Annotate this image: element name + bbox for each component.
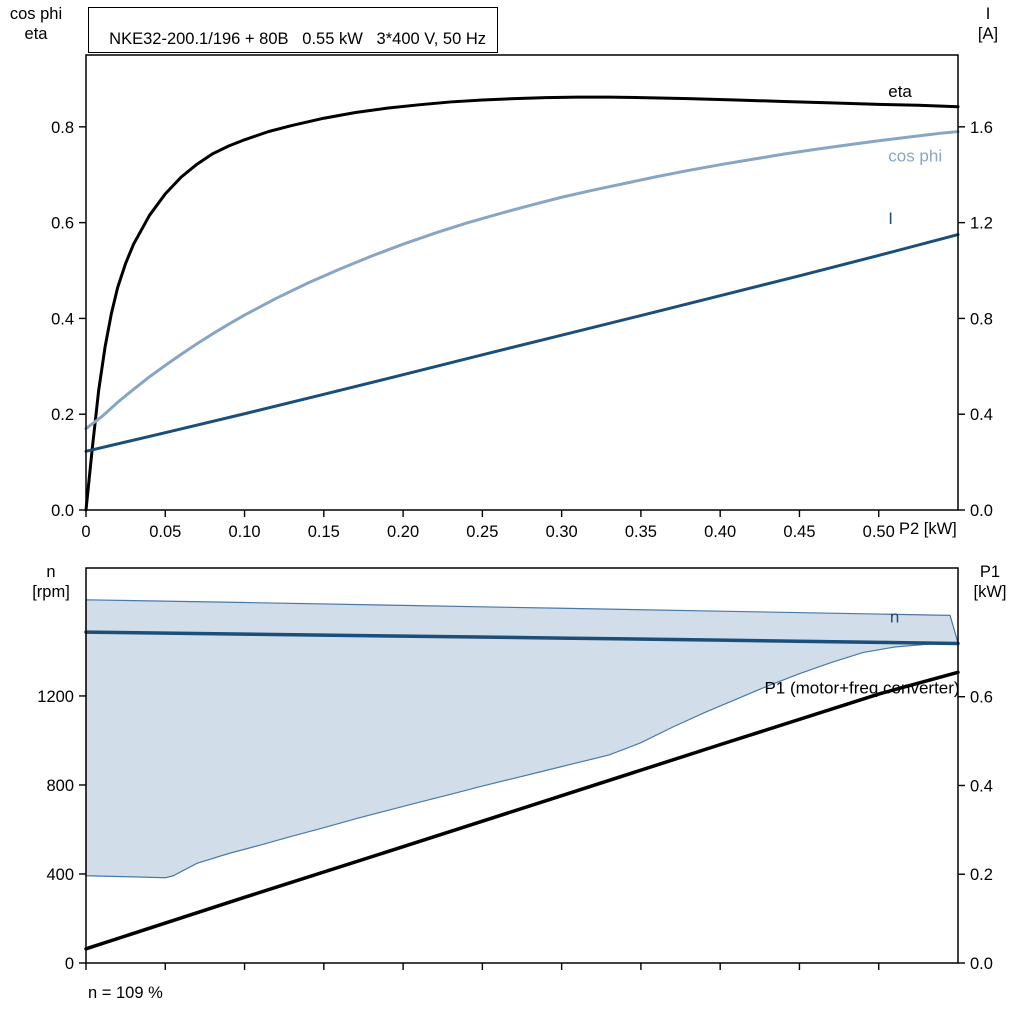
y-right-tick-label: 0.2 <box>970 866 993 884</box>
y-right-tick-label: 0.0 <box>970 955 993 973</box>
curve-label-cos-phi: cos phi <box>888 146 942 165</box>
plot-frame <box>85 567 959 964</box>
x-tick-label: 0.45 <box>783 523 815 541</box>
y-left-tick-label: 0.2 <box>51 406 74 424</box>
axis-title-p1-unit: [kW] <box>973 583 1007 601</box>
x-axis-unit-label: P2 [kW] <box>899 520 957 538</box>
x-tick-label: 0.15 <box>308 523 340 541</box>
top-chart-right-axis-title: I [A] <box>962 4 1014 44</box>
curve-cos-phi <box>84 130 960 431</box>
y-left-tick-label: 0.6 <box>51 215 74 233</box>
curve-i <box>84 233 960 453</box>
y-left-tick-label: 0.8 <box>51 119 74 137</box>
chart-title: NKE32-200.1/196 + 80B 0.55 kW 3*400 V, 5… <box>109 30 487 48</box>
speed-percentage-note: n = 109 % <box>88 984 163 1002</box>
axis-title-eta: eta <box>24 25 48 43</box>
x-tick-label: 0 <box>81 523 90 541</box>
curve-label-p1-motor-freq-converter-: P1 (motor+freq.converter) <box>764 679 959 698</box>
curve-p1-motor-freq-converter- <box>84 670 960 951</box>
axis-title-speed-unit: [rpm] <box>32 583 70 601</box>
x-tick-label: 0.40 <box>704 523 736 541</box>
x-tick-label: 0.05 <box>149 523 181 541</box>
curve-eta <box>84 95 960 512</box>
x-tick-label: 0.20 <box>387 523 419 541</box>
plot-frame <box>85 54 959 511</box>
top-chart-left-axis-title: cos phi eta <box>4 4 68 44</box>
curve-n <box>84 630 960 646</box>
y-left-tick-label: 800 <box>46 777 74 795</box>
axis-title-speed: n <box>46 563 56 581</box>
y-left-tick-label: 0 <box>65 955 74 973</box>
curve-label-n: n <box>890 608 899 627</box>
bottom-chart-right-axis-title: P1 [kW] <box>962 562 1018 602</box>
y-right-tick-label: 0.4 <box>970 777 993 795</box>
curve-label-eta: eta <box>888 82 912 101</box>
y-left-tick-label: 1200 <box>37 688 74 706</box>
y-right-tick-label: 0.8 <box>970 310 993 328</box>
axis-title-cosphi: cos phi <box>9 5 63 23</box>
y-left-tick-label: 0.0 <box>51 502 74 520</box>
band-speed-control-range <box>85 599 959 879</box>
y-right-tick-label: 0.0 <box>970 502 993 520</box>
curve-label-i: I <box>888 209 893 228</box>
y-right-tick-label: 1.2 <box>970 215 993 233</box>
axis-title-current-unit: [A] <box>977 25 999 43</box>
x-tick-label: 0.30 <box>546 523 578 541</box>
y-left-tick-label: 400 <box>46 866 74 884</box>
bottom-chart-left-axis-title: n [rpm] <box>22 562 80 602</box>
y-right-tick-label: 0.6 <box>970 689 993 707</box>
y-right-tick-label: 1.6 <box>970 119 993 137</box>
x-tick-label: 0.50 <box>863 523 895 541</box>
axis-title-current: I <box>985 5 991 23</box>
x-tick-label: 0.10 <box>228 523 260 541</box>
y-left-tick-label: 0.4 <box>51 310 74 328</box>
x-tick-label: 0.25 <box>466 523 498 541</box>
y-right-tick-label: 0.4 <box>970 406 993 424</box>
chart-title-box: NKE32-200.1/196 + 80B 0.55 kW 3*400 V, 5… <box>88 7 499 53</box>
axis-title-p1: P1 <box>979 563 1001 581</box>
x-tick-label: 0.35 <box>625 523 657 541</box>
